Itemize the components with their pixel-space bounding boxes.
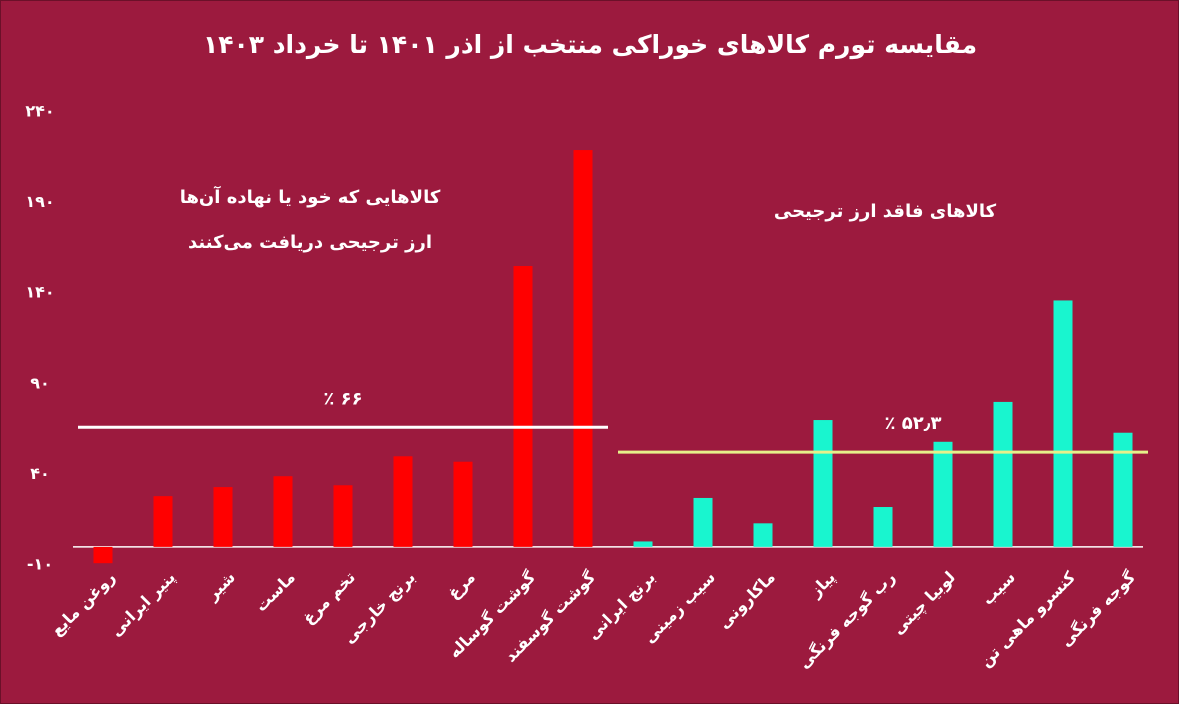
reference-label: ٪ ۵۲٫۳ xyxy=(885,413,942,434)
bar xyxy=(813,420,833,547)
bar xyxy=(153,496,173,547)
y-tick-label: ۲۴۰ xyxy=(25,102,54,121)
y-tick-label: -۱۰ xyxy=(27,555,53,574)
bar xyxy=(753,523,773,547)
chart-title: مقایسه تورم کالاهای خوراکی منتخب از اذر … xyxy=(203,30,977,60)
y-tick-label: ۱۹۰ xyxy=(25,192,54,211)
bar xyxy=(93,546,113,564)
bar xyxy=(993,401,1013,547)
bar xyxy=(273,476,293,547)
bar xyxy=(393,456,413,547)
bar xyxy=(933,441,953,547)
y-tick-label: ۹۰ xyxy=(30,373,50,392)
bar xyxy=(693,497,713,547)
bar xyxy=(633,541,653,547)
bar xyxy=(213,487,233,547)
bar xyxy=(453,461,473,547)
annotation: ارز ترجیحی دریافت می‌کنند xyxy=(188,232,432,253)
y-tick-label: ۴۰ xyxy=(30,464,50,483)
reference-label: ٪ ۶۶ xyxy=(323,388,362,409)
bar xyxy=(1113,432,1133,547)
bar xyxy=(333,485,353,547)
annotation: کالاهایی که خود یا نهاده آن‌ها xyxy=(180,185,441,208)
bar xyxy=(513,266,533,547)
bar xyxy=(873,507,893,547)
annotation: کالاهای فاقد ارز ترجیحی xyxy=(774,201,997,222)
bar xyxy=(1053,300,1073,547)
y-tick-label: ۱۴۰ xyxy=(25,283,54,302)
bar xyxy=(573,150,593,547)
